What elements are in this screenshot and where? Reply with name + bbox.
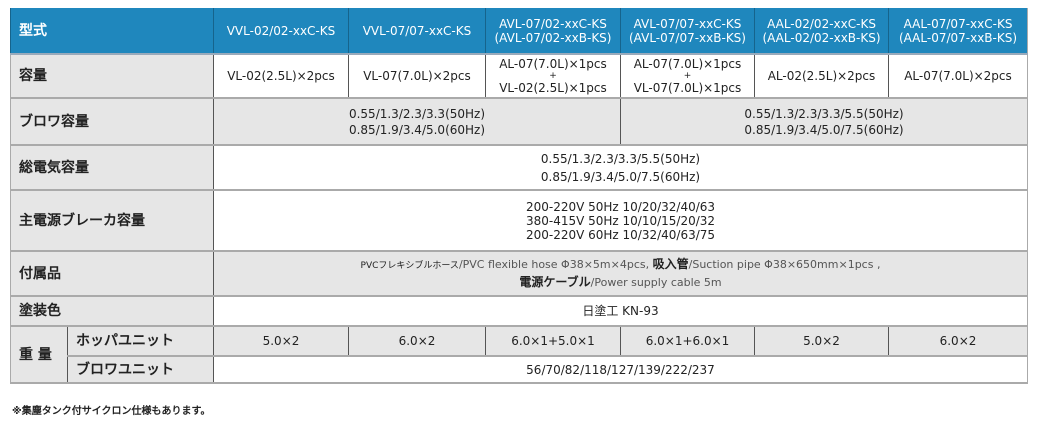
blower-weight-row: ブロワユニット 56/70/82/118/127/139/222/237 <box>10 356 1028 384</box>
hopper-label: ホッパユニット <box>67 326 214 357</box>
model-2: VVL-07/07-xxC-KS <box>348 8 486 55</box>
breaker-row: 主電源ブレーカ容量 200-220V 50Hz 10/20/32/40/63 38… <box>10 190 1028 252</box>
accessories-label: 付属品 <box>10 251 214 297</box>
capacity-4: AL-07(7.0L)×1pcs + VL-07(7.0L)×1pcs <box>620 54 755 99</box>
total-power-label: 総電気容量 <box>10 145 214 191</box>
model-6: AAL-07/07-xxC-KS (AAL-07/07-xxB-KS) <box>888 8 1028 55</box>
capacity-label: 容量 <box>10 54 214 99</box>
spec-table: 型式 VVL-02/02-xxC-KS VVL-07/07-xxC-KS AVL… <box>10 8 1028 384</box>
blower-label: ブロワ容量 <box>10 98 214 146</box>
model-5: AAL-02/02-xxC-KS (AAL-02/02-xxB-KS) <box>754 8 889 55</box>
model-label: 型式 <box>10 8 214 55</box>
model-1: VVL-02/02-xxC-KS <box>213 8 349 55</box>
blower-group-1: 0.55/1.3/2.3/3.3(50Hz) 0.85/1.9/3.4/5.0(6… <box>213 98 621 146</box>
capacity-3: AL-07(7.0L)×1pcs + VL-02(2.5L)×1pcs <box>485 54 621 99</box>
model-3: AVL-07/02-xxC-KS (AVL-07/02-xxB-KS) <box>485 8 621 55</box>
total-power-value: 0.55/1.3/2.3/3.3/5.5(50Hz) 0.85/1.9/3.4/5… <box>213 145 1028 191</box>
hopper-weight-row: 重 量 ホッパユニット 5.0×2 6.0×2 6.0×1+5.0×1 6.0×… <box>10 326 1028 384</box>
blower-unit-label: ブロワユニット <box>67 356 214 384</box>
hopper-1: 5.0×2 <box>213 326 349 357</box>
hopper-3: 6.0×1+5.0×1 <box>485 326 621 357</box>
capacity-row: 容量 VL-02(2.5L)×2pcs VL-07(7.0L)×2pcs AL-… <box>10 54 1028 99</box>
footnote: ※集塵タンク付サイクロン仕様もあります。 <box>12 406 211 417</box>
model-4: AVL-07/07-xxC-KS (AVL-07/07-xxB-KS) <box>620 8 755 55</box>
capacity-6: AL-07(7.0L)×2pcs <box>888 54 1028 99</box>
blower-weight-value: 56/70/82/118/127/139/222/237 <box>213 356 1028 384</box>
header-row: 型式 VVL-02/02-xxC-KS VVL-07/07-xxC-KS AVL… <box>10 8 1028 55</box>
total-power-row: 総電気容量 0.55/1.3/2.3/3.3/5.5(50Hz) 0.85/1.9… <box>10 145 1028 191</box>
paint-row: 塗装色 日塗工 KN-93 <box>10 296 1028 327</box>
weight-label: 重 量 <box>10 326 68 384</box>
hopper-6: 6.0×2 <box>888 326 1028 357</box>
blower-group-2: 0.55/1.3/2.3/3.3/5.5(50Hz) 0.85/1.9/3.4/5… <box>620 98 1028 146</box>
hopper-2: 6.0×2 <box>348 326 486 357</box>
capacity-5: AL-02(2.5L)×2pcs <box>754 54 889 99</box>
capacity-2: VL-07(7.0L)×2pcs <box>348 54 486 99</box>
hopper-4: 6.0×1+6.0×1 <box>620 326 755 357</box>
breaker-value: 200-220V 50Hz 10/20/32/40/63 380-415V 50H… <box>213 190 1028 252</box>
accessories-value: PVCフレキシブルホース/PVC flexible hose Φ38×5m×4p… <box>213 251 1028 297</box>
capacity-1: VL-02(2.5L)×2pcs <box>213 54 349 99</box>
paint-value: 日塗工 KN-93 <box>213 296 1028 327</box>
blower-row: ブロワ容量 0.55/1.3/2.3/3.3(50Hz) 0.85/1.9/3.4… <box>10 98 1028 146</box>
breaker-label: 主電源ブレーカ容量 <box>10 190 214 252</box>
paint-label: 塗装色 <box>10 296 214 327</box>
accessories-row: 付属品 PVCフレキシブルホース/PVC flexible hose Φ38×5… <box>10 251 1028 297</box>
hopper-5: 5.0×2 <box>754 326 889 357</box>
